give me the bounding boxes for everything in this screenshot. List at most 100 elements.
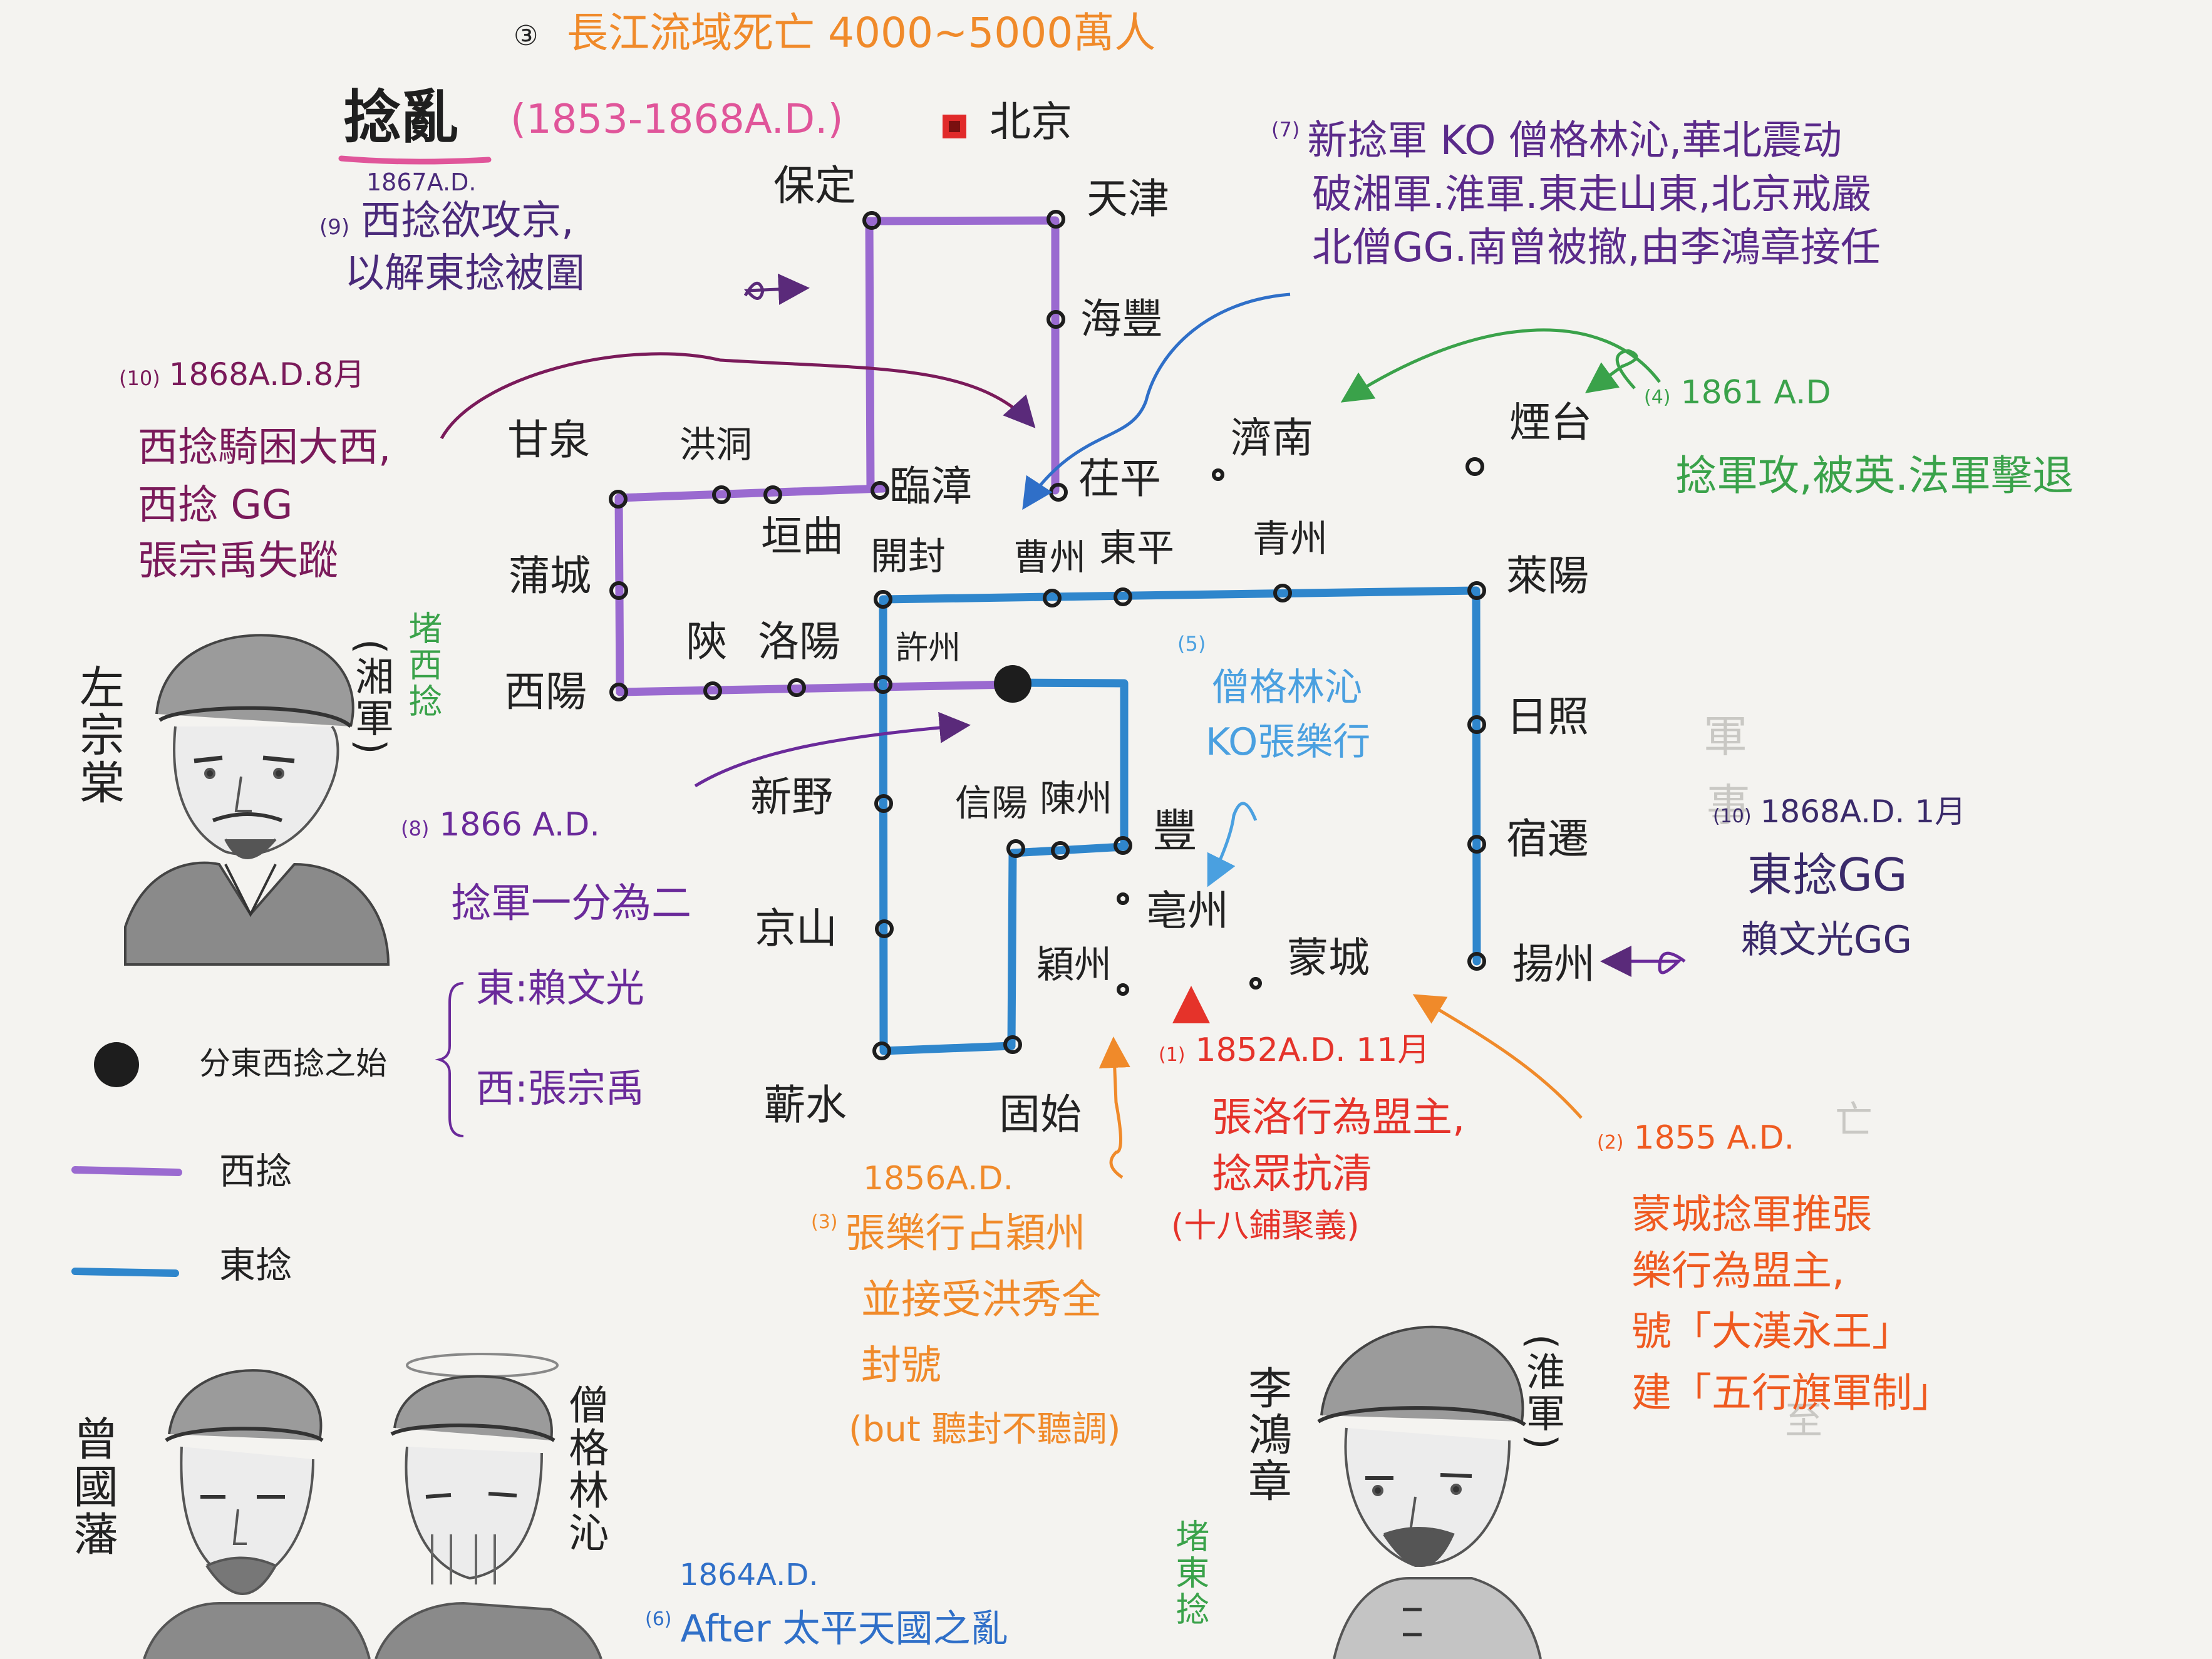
city-chiping: 茌平 <box>1078 455 1161 503</box>
city-dot <box>609 490 628 509</box>
arrow-note-10b <box>1600 946 1686 977</box>
bleed-through-text: 軍 <box>1703 711 1747 762</box>
city-dot <box>1117 983 1129 996</box>
city-chenzhou: 陳州 <box>1040 777 1113 820</box>
legend-west-label: 西捻 <box>219 1150 292 1192</box>
note-2-num: (2) <box>1597 1132 1624 1154</box>
city-dot <box>1003 1035 1022 1054</box>
note-10a-line1: 西捻騎困大西, <box>138 425 391 471</box>
note-3-line2: 並接受洪秀全 <box>861 1276 1102 1323</box>
note-3-num: (3) <box>811 1211 838 1233</box>
city-pucheng: 蒲城 <box>509 552 591 600</box>
note-9-date: 1867A.D. <box>366 168 477 196</box>
city-dongping: 東平 <box>1099 527 1174 571</box>
note-8-date: 1866 A.D. <box>439 806 600 844</box>
note-9-line2: 以解東捻被圍 <box>344 250 585 297</box>
city-dot <box>787 678 806 697</box>
city-bozhou: 亳州 <box>1146 887 1229 935</box>
city-dot <box>1249 977 1262 990</box>
note-3-date: 1856A.D. <box>863 1160 1014 1197</box>
arrow-note-4b <box>1584 349 1638 393</box>
note-1-line2: 捻眾抗清 <box>1212 1150 1372 1197</box>
city-dot <box>1467 581 1486 600</box>
person-li-hongzhang: 李鴻章 <box>1241 1365 1293 1504</box>
city-dot <box>872 1041 891 1060</box>
note-5-num: (5) <box>1177 632 1206 656</box>
note-8-line1: 捻軍一分為二 <box>451 881 691 927</box>
note-7-line2: 破湘軍.淮軍.東走山東,北京戒嚴 <box>1312 171 1872 218</box>
note-10a: 西捻騎困大西, 西捻 GG 張宗禹失蹤 <box>138 425 391 584</box>
note-6-line: After 太平天國之亂 <box>680 1607 1008 1651</box>
city-jingshan: 京山 <box>755 904 837 953</box>
city-dot <box>1043 589 1062 607</box>
city-dot <box>1212 468 1224 481</box>
note-7-line3: 北僧GG.南曾被撤,由李鴻章接任 <box>1312 225 1881 272</box>
header-casualty-note: 長江流域死亡 4000~5000萬人 <box>567 9 1156 57</box>
city-dot <box>874 675 892 694</box>
city-dot <box>703 681 722 700</box>
city-gushi: 固始 <box>999 1090 1082 1139</box>
city-laiyang: 萊陽 <box>1506 552 1589 600</box>
arrow-note-5 <box>1207 802 1258 887</box>
note-2-date: 1855 A.D. <box>1633 1119 1795 1157</box>
east-route-line <box>879 586 1481 1055</box>
arrow-note-10a <box>440 352 1036 440</box>
arrow-note-3 <box>1098 1036 1130 1179</box>
note-8-num: (8) <box>401 817 430 840</box>
arrow-note-2 <box>1412 994 1583 1119</box>
city-yangzhou: 揚州 <box>1512 940 1595 988</box>
city-dot <box>1006 839 1025 858</box>
page-title: 捻亂 <box>343 84 459 151</box>
title-underline <box>338 155 492 165</box>
city-linzhang: 臨漳 <box>889 462 972 510</box>
person-li-role: 堵東捻 <box>1169 1519 1209 1628</box>
header-marker: ③ <box>514 20 539 52</box>
person-li-army: (淮軍) <box>1519 1334 1566 1452</box>
note-4-num: (4) <box>1644 386 1671 408</box>
city-haifeng: 海豐 <box>1080 295 1163 343</box>
city-dot <box>1047 210 1065 229</box>
note-5: 僧格林沁 KO張樂行 <box>1206 666 1370 763</box>
note-3-line3: 封號 <box>861 1343 941 1390</box>
note-2-line3: 號「大漢永王」 <box>1631 1309 1912 1356</box>
city-dot <box>763 485 782 504</box>
city-tianjin: 天津 <box>1087 175 1169 223</box>
city-xinye: 新野 <box>750 773 833 821</box>
note-2-line1: 蒙城捻軍推張 <box>1631 1192 1872 1238</box>
note-10b-line1: 東捻GG <box>1747 849 1908 901</box>
legend-east-label: 東捻 <box>219 1244 292 1286</box>
person-zeng-guofan: 曾國藩 <box>65 1415 118 1558</box>
city-dot <box>1047 310 1065 329</box>
city-caozhou: 曹州 <box>1013 536 1087 579</box>
legend-split-dot <box>94 1042 139 1087</box>
city-jinan: 濟南 <box>1231 414 1313 462</box>
note-4-date: 1861 A.D <box>1680 374 1831 411</box>
city-dot <box>1114 836 1132 855</box>
person-zuo-role: 堵西捻 <box>402 611 442 720</box>
city-ganquan: 甘泉 <box>507 416 590 464</box>
city-dot <box>1051 841 1070 860</box>
legend-split-label: 分東西捻之始 <box>199 1045 387 1082</box>
arrow-note-7 <box>1022 292 1291 510</box>
person-zuo-zongtang: 左宗棠 <box>71 664 125 807</box>
note-10a-date: 1868A.D.8月 <box>168 356 365 393</box>
note-10b-num: (10) <box>1713 805 1752 827</box>
note-5-line2: KO張樂行 <box>1206 720 1371 765</box>
split-origin-dot <box>994 665 1031 703</box>
city-beijing: 北京 <box>990 98 1072 146</box>
note-3: (3) 張樂行占穎州 並接受洪秀全 封號 (but 聽封不聽調) <box>811 1211 1121 1450</box>
note-8-header: (8) 1866 A.D. <box>401 808 600 842</box>
note-10a-line2: 西捻 GG <box>138 482 293 529</box>
note-1-header: (1) 1852A.D. 11月 <box>1159 1033 1430 1068</box>
note-1-num: (1) <box>1159 1044 1186 1066</box>
city-dot <box>712 485 731 504</box>
person-senggelinqin: 僧格林沁 <box>562 1384 609 1554</box>
note-1-line1: 張洛行為盟主, <box>1212 1095 1465 1141</box>
note-10b-header: (10) 1868A.D. 1月 <box>1713 795 1966 829</box>
arrow-note-8 <box>694 711 971 788</box>
note-1-date: 1852A.D. 11月 <box>1195 1031 1430 1069</box>
portrait-senggelinqin <box>375 1353 602 1659</box>
city-suqian: 宿遷 <box>1506 815 1589 863</box>
